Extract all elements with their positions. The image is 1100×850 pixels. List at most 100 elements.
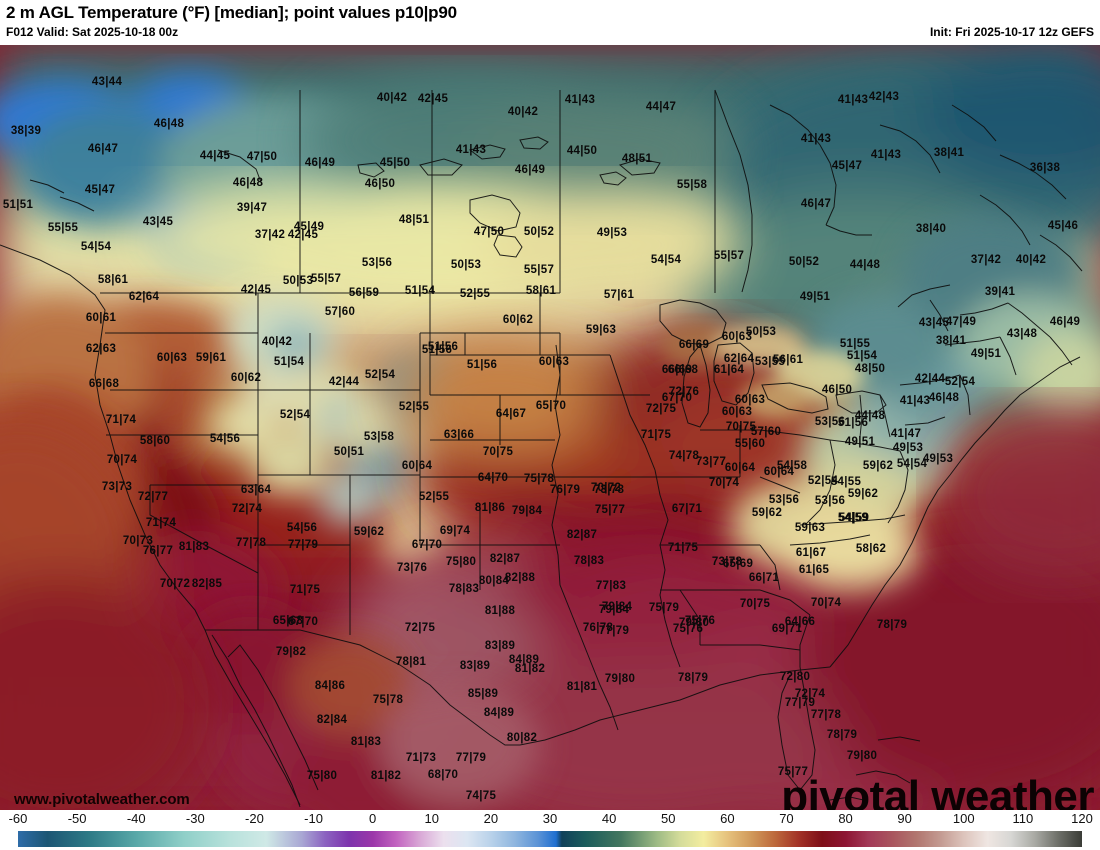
point-value-label: 77|78 (810, 709, 842, 721)
point-value-label: 50|53 (450, 259, 482, 271)
point-value-label: 78|83 (448, 583, 480, 595)
point-value-label: 43|44 (91, 76, 123, 88)
point-value-label: 51|56 (427, 341, 459, 353)
colorbar-tick-label: 110 (1012, 811, 1034, 826)
point-value-label: 73|78 (593, 484, 625, 496)
point-value-label: 71|74 (145, 517, 177, 529)
point-value-label: 40|42 (507, 106, 539, 118)
point-value-label: 66|71 (748, 572, 780, 584)
point-value-label: 41|43 (870, 149, 902, 161)
point-value-label: 75|78 (523, 473, 555, 485)
point-value-label: 51|51 (2, 199, 34, 211)
point-value-label: 47|50 (473, 226, 505, 238)
point-value-label: 62|63 (85, 343, 117, 355)
point-value-label: 49|53 (596, 227, 628, 239)
point-value-label: 54|55 (830, 476, 862, 488)
point-value-label: 54|54 (650, 254, 682, 266)
point-value-label: 46|50 (821, 384, 853, 396)
point-value-label: 43|45 (142, 216, 174, 228)
point-value-label: 55|55 (47, 222, 79, 234)
point-value-label: 64|70 (477, 472, 509, 484)
point-value-label: 67|70 (411, 539, 443, 551)
point-value-label: 45|47 (831, 160, 863, 172)
point-value-label: 44|47 (645, 101, 677, 113)
point-value-label: 75|77 (594, 504, 626, 516)
map-header: 2 m AGL Temperature (°F) [median]; point… (0, 0, 1100, 45)
point-value-label: 51|54 (404, 285, 436, 297)
colorbar-tick-label: 40 (601, 811, 617, 826)
point-value-label: 78|79 (677, 672, 709, 684)
point-value-label: 81|86 (474, 502, 506, 514)
colorbar-tick-label: 0 (369, 811, 377, 826)
point-value-label: 60|64 (724, 462, 756, 474)
colorbar-ticks: -60 -50 -40 -30 -20 -10 0 10 20 30 40 50 60 70 80 90 100… (0, 810, 1100, 830)
point-value-label: 85|89 (467, 688, 499, 700)
point-value-label: 49|53 (892, 442, 924, 454)
point-value-label: 64|67 (495, 408, 527, 420)
point-value-label: 75|76 (684, 615, 716, 627)
point-value-label: 60|64 (401, 460, 433, 472)
point-value-label: 58|61 (525, 285, 557, 297)
point-value-label: 76|78 (582, 622, 614, 634)
point-value-label: 43|48 (1006, 328, 1038, 340)
point-value-label: 42|43 (868, 91, 900, 103)
point-value-label: 67|70 (287, 616, 319, 628)
colorbar-tick-label: 30 (542, 811, 558, 826)
point-value-label: 54|59 (837, 512, 869, 524)
point-value-label: 60|63 (538, 356, 570, 368)
point-value-label: 81|83 (178, 541, 210, 553)
point-value-label: 82|87 (566, 529, 598, 541)
point-value-label: 50|52 (788, 256, 820, 268)
point-value-label: 75|76 (672, 623, 704, 635)
point-value-label: 49|51 (844, 436, 876, 448)
point-value-label: 78|79 (826, 729, 858, 741)
point-value-label: 46|48 (232, 177, 264, 189)
point-value-label: 71|75 (289, 584, 321, 596)
point-value-label: 60|64 (763, 466, 795, 478)
point-value-label: 52|55 (459, 288, 491, 300)
point-value-label: 66|68 (88, 378, 120, 390)
point-value-label: 55|57 (523, 264, 555, 276)
point-value-label: 72|76 (668, 386, 700, 398)
point-value-label: 83|89 (484, 640, 516, 652)
point-value-label: 51|56 (466, 359, 498, 371)
point-value-label: 61|65 (798, 564, 830, 576)
point-value-label: 52|54 (279, 409, 311, 421)
point-value-label: 66|69 (678, 339, 710, 351)
colorbar-tick-label: 70 (779, 811, 794, 826)
point-value-label: 75|77 (777, 766, 809, 778)
geography-outlines (0, 89, 1083, 808)
colorbar-tick-label: 80 (838, 811, 853, 826)
point-value-label: 46|49 (1049, 316, 1081, 328)
point-value-label: 51|54 (273, 356, 305, 368)
point-value-label: 65|70 (535, 400, 567, 412)
point-value-label: 79|84 (601, 601, 633, 613)
point-value-label: 77|79 (598, 625, 630, 637)
point-value-label: 81|82 (514, 663, 546, 675)
point-value-label: 37|42 (254, 229, 286, 241)
map-viewport[interactable]: 43|44 46|48 38|39 46|47 44|45 47|50 46|49 45|50… (0, 45, 1100, 810)
point-value-label: 84|89 (508, 654, 540, 666)
point-value-label: 61|64 (713, 364, 745, 376)
point-value-label: 59|62 (751, 507, 783, 519)
point-value-label: 40|42 (261, 336, 293, 348)
point-value-label: 46|49 (304, 157, 336, 169)
point-value-label: 45|46 (1047, 220, 1079, 232)
point-value-label: 38|39 (10, 125, 42, 137)
point-value-label: 53|56 (814, 495, 846, 507)
point-value-label: 50|53 (745, 326, 777, 338)
point-value-label: 54|59 (838, 512, 870, 524)
point-value-label: 77|79 (287, 539, 319, 551)
point-value-label: 75|80 (445, 556, 477, 568)
point-value-label: 70|73 (122, 535, 154, 547)
point-value-label: 74|75 (465, 790, 497, 802)
point-value-label: 50|51 (333, 446, 365, 458)
point-value-label: 69|71 (771, 623, 803, 635)
point-value-label: 77|78 (235, 537, 267, 549)
point-value-label: 82|87 (489, 553, 521, 565)
point-value-label: 76|77 (142, 545, 174, 557)
colorbar-gradient (18, 831, 1082, 847)
point-value-label: 38|40 (915, 223, 947, 235)
point-value-label: 55|60 (734, 438, 766, 450)
